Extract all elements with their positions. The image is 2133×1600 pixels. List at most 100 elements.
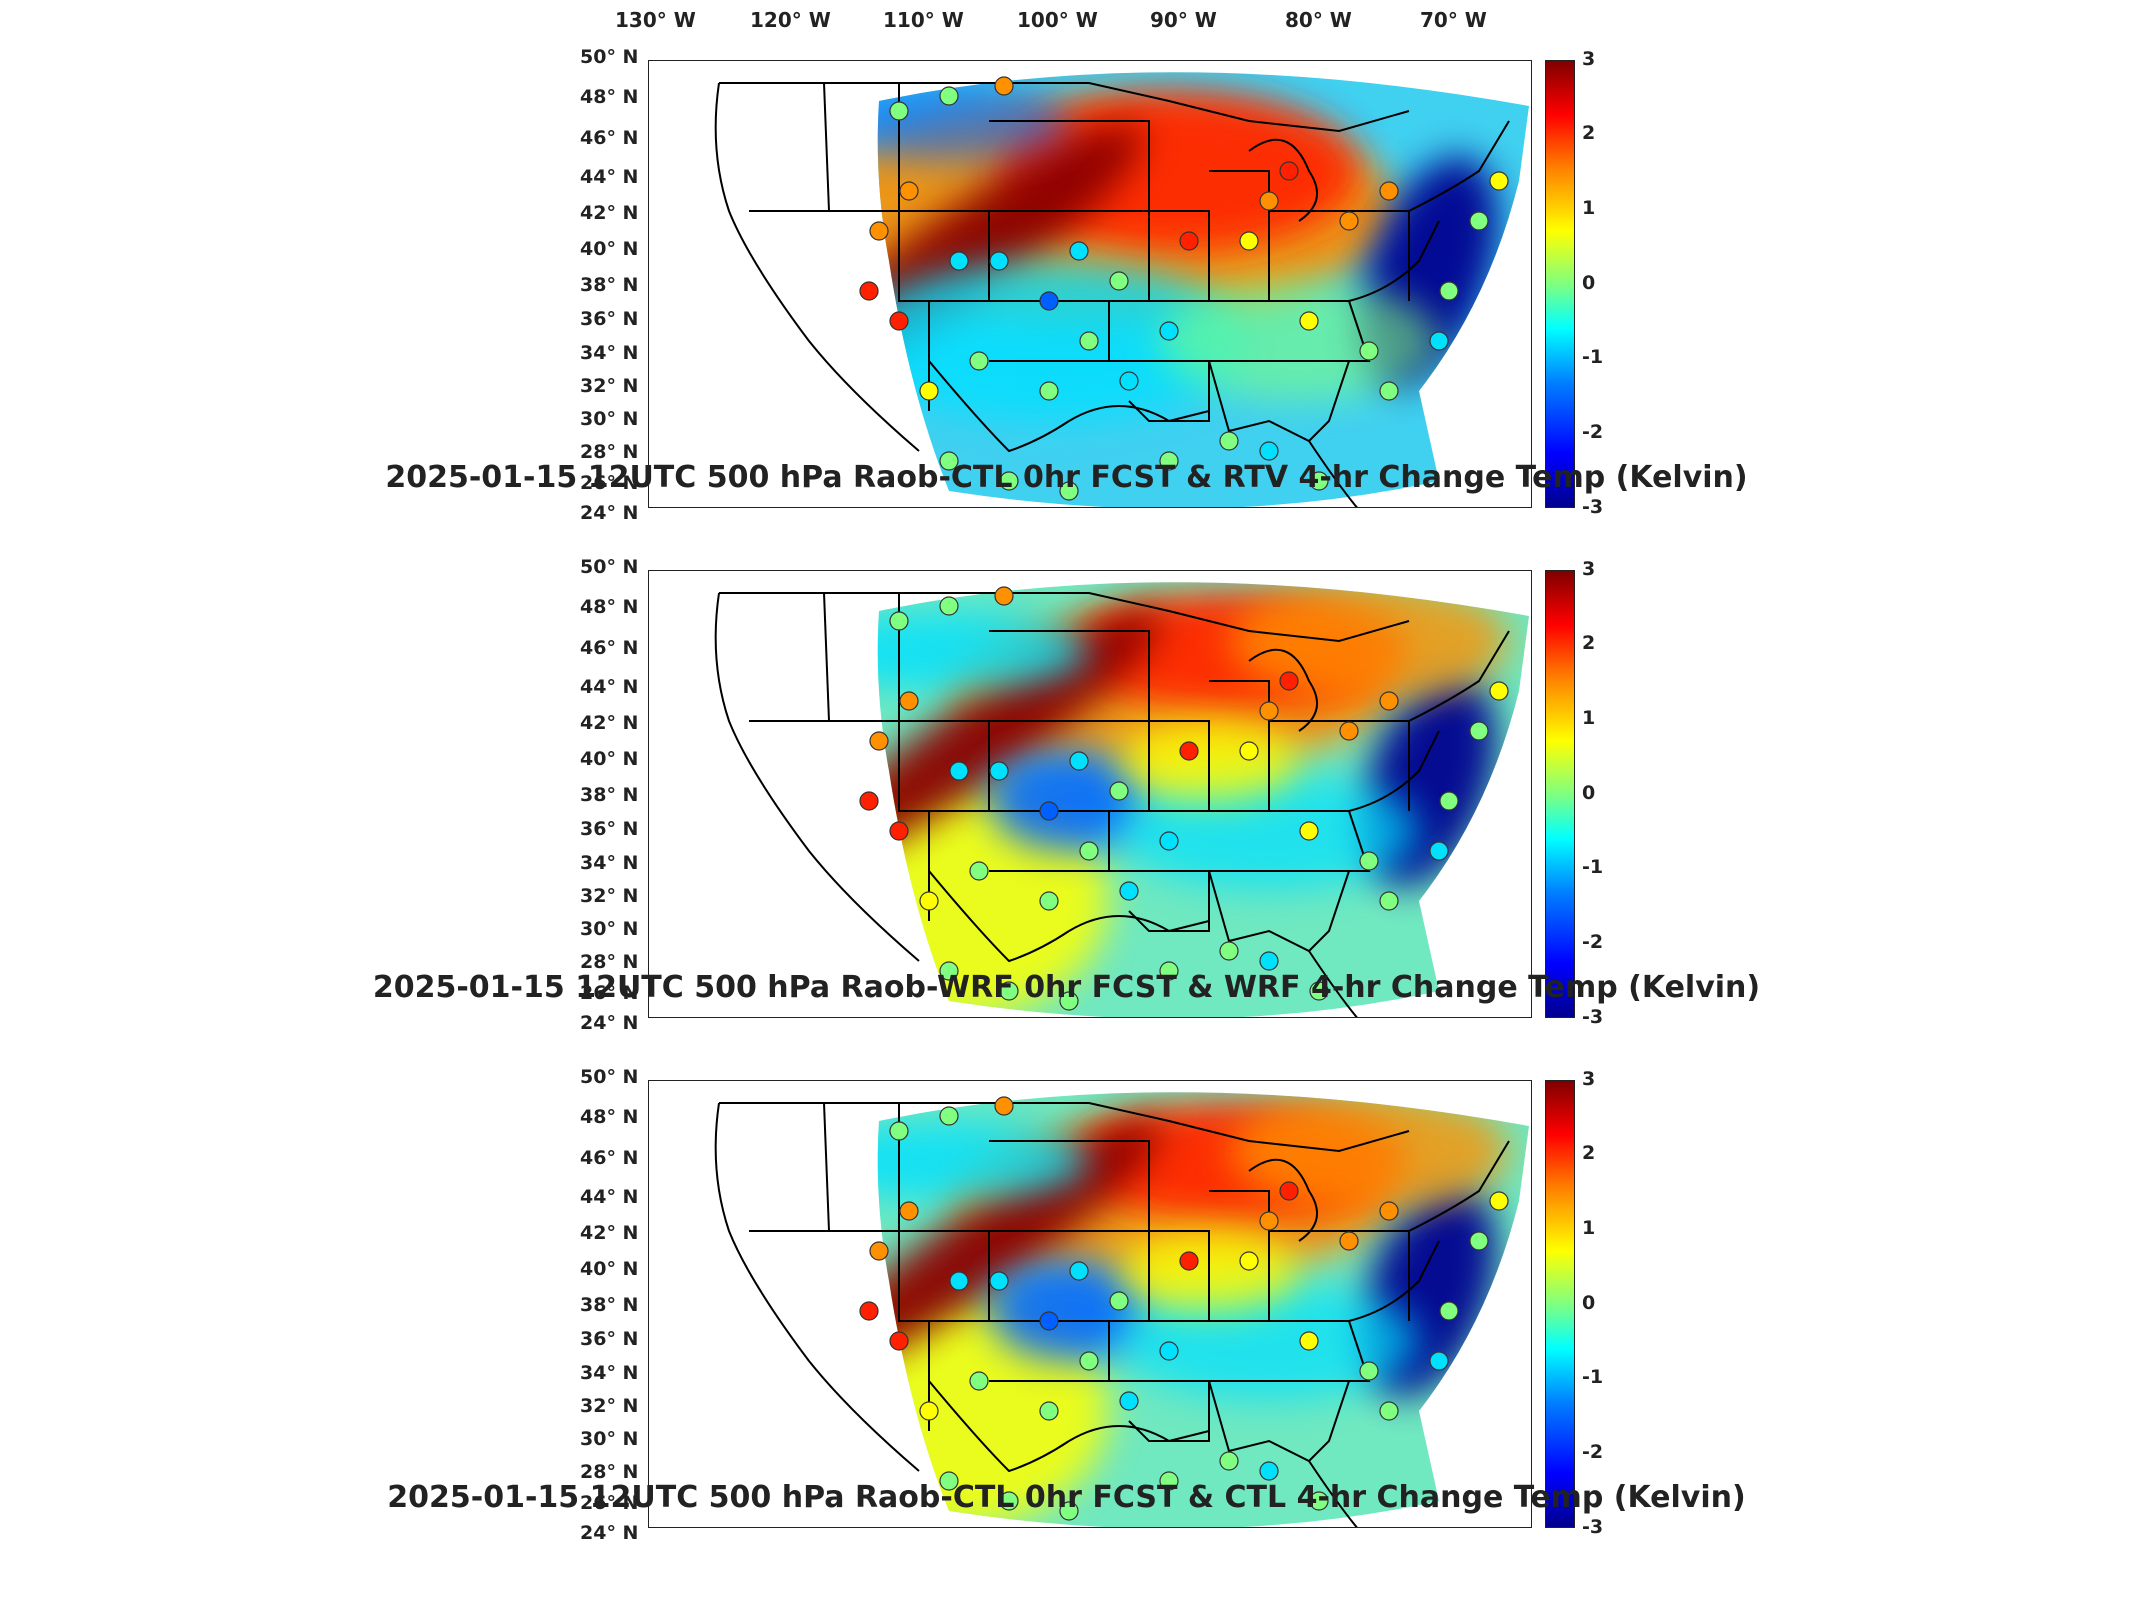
latitude-label: 32° N xyxy=(580,1395,639,1417)
latitude-label: 30° N xyxy=(580,1428,639,1450)
latitude-label: 34° N xyxy=(580,852,639,874)
raob-station-marker xyxy=(1159,961,1179,981)
raob-station-marker xyxy=(919,891,939,911)
raob-station-marker xyxy=(869,731,889,751)
raob-station-marker xyxy=(1299,311,1319,331)
raob-station-marker xyxy=(1379,891,1399,911)
raob-station-marker xyxy=(1039,891,1059,911)
raob-station-marker xyxy=(1279,1181,1299,1201)
colorbar-tick-label: 2 xyxy=(1582,122,1596,144)
colorbar-tick-label: -3 xyxy=(1582,1516,1604,1538)
latitude-label: 26° N xyxy=(580,982,639,1004)
raob-station-marker xyxy=(1239,741,1259,761)
latitude-label: 36° N xyxy=(580,308,639,330)
raob-station-marker xyxy=(1469,721,1489,741)
latitude-label: 42° N xyxy=(580,712,639,734)
raob-station-marker xyxy=(899,691,919,711)
raob-station-marker xyxy=(1039,291,1059,311)
raob-station-marker xyxy=(999,981,1019,1001)
latitude-label: 26° N xyxy=(580,472,639,494)
raob-station-marker xyxy=(1079,331,1099,351)
raob-station-marker xyxy=(939,961,959,981)
map-frame xyxy=(648,1080,1532,1528)
raob-station-marker xyxy=(1279,671,1299,691)
raob-station-marker xyxy=(1259,1461,1279,1481)
raob-station-marker xyxy=(1339,211,1359,231)
raob-station-marker xyxy=(1069,1261,1089,1281)
raob-station-marker xyxy=(1069,751,1089,771)
latitude-label: 40° N xyxy=(580,1258,639,1280)
raob-station-marker xyxy=(1159,1341,1179,1361)
colorbar-tick-label: 0 xyxy=(1582,782,1596,804)
latitude-label: 26° N xyxy=(580,1492,639,1514)
map-frame xyxy=(648,60,1532,508)
latitude-label: 24° N xyxy=(580,1522,639,1544)
raob-station-marker xyxy=(1469,211,1489,231)
latitude-label: 46° N xyxy=(580,637,639,659)
raob-station-marker xyxy=(1179,741,1199,761)
colorbar-tick-label: 0 xyxy=(1582,272,1596,294)
latitude-label: 38° N xyxy=(580,274,639,296)
colorbar-tick-label: -3 xyxy=(1582,1006,1604,1028)
raob-station-marker xyxy=(1119,881,1139,901)
colorbar-tick-label: -1 xyxy=(1582,856,1604,878)
raob-station-marker xyxy=(994,1096,1014,1116)
colorbar-tick-label: -2 xyxy=(1582,1441,1604,1463)
longitude-label: 100° W xyxy=(1017,8,1098,32)
temperature-map xyxy=(714,72,1529,507)
raob-station-marker xyxy=(1259,441,1279,461)
colorbar-tick-label: 0 xyxy=(1582,1292,1596,1314)
raob-station-marker xyxy=(1439,791,1459,811)
latitude-label: 44° N xyxy=(580,1186,639,1208)
raob-station-marker xyxy=(1159,451,1179,471)
raob-station-marker xyxy=(1299,821,1319,841)
raob-station-marker xyxy=(1259,1211,1279,1231)
raob-station-marker xyxy=(1379,691,1399,711)
raob-station-marker xyxy=(1109,781,1129,801)
panel-title: 2025-01-15 12UTC 500 hPa Raob-WRF 0hr FC… xyxy=(372,970,1761,1005)
raob-station-marker xyxy=(989,251,1009,271)
raob-station-marker xyxy=(1069,241,1089,261)
raob-station-marker xyxy=(899,1201,919,1221)
temperature-map xyxy=(714,1092,1529,1527)
colorbar-tick-label: -1 xyxy=(1582,1366,1604,1388)
raob-station-marker xyxy=(889,611,909,631)
raob-station-marker xyxy=(1179,1251,1199,1271)
latitude-label: 30° N xyxy=(580,918,639,940)
raob-station-marker xyxy=(1219,1451,1239,1471)
raob-station-marker xyxy=(869,221,889,241)
raob-station-marker xyxy=(859,281,879,301)
raob-station-marker xyxy=(869,1241,889,1261)
latitude-label: 44° N xyxy=(580,166,639,188)
raob-station-marker xyxy=(859,791,879,811)
raob-station-marker xyxy=(1359,341,1379,361)
raob-station-marker xyxy=(1379,181,1399,201)
latitude-label: 38° N xyxy=(580,1294,639,1316)
longitude-label: 130° W xyxy=(615,8,696,32)
raob-station-marker xyxy=(1439,1301,1459,1321)
latitude-label: 32° N xyxy=(580,375,639,397)
raob-station-marker xyxy=(969,351,989,371)
latitude-label: 42° N xyxy=(580,202,639,224)
raob-station-marker xyxy=(949,761,969,781)
raob-station-marker xyxy=(999,1491,1019,1511)
colorbar-tick-label: 1 xyxy=(1582,707,1596,729)
raob-station-marker xyxy=(1429,841,1449,861)
raob-station-marker xyxy=(989,1271,1009,1291)
latitude-label: 24° N xyxy=(580,1012,639,1034)
raob-station-marker xyxy=(939,1106,959,1126)
raob-station-marker xyxy=(889,101,909,121)
temperature-map xyxy=(714,582,1529,1017)
raob-station-marker xyxy=(1489,171,1509,191)
latitude-label: 42° N xyxy=(580,1222,639,1244)
raob-station-marker xyxy=(949,1271,969,1291)
raob-station-marker xyxy=(919,1401,939,1421)
raob-station-marker xyxy=(889,311,909,331)
raob-station-marker xyxy=(939,596,959,616)
latitude-label: 46° N xyxy=(580,127,639,149)
raob-station-marker xyxy=(1339,1231,1359,1251)
raob-station-marker xyxy=(1359,1361,1379,1381)
raob-station-marker xyxy=(1179,231,1199,251)
raob-station-marker xyxy=(1469,1231,1489,1251)
colorbar-tick-label: 1 xyxy=(1582,197,1596,219)
